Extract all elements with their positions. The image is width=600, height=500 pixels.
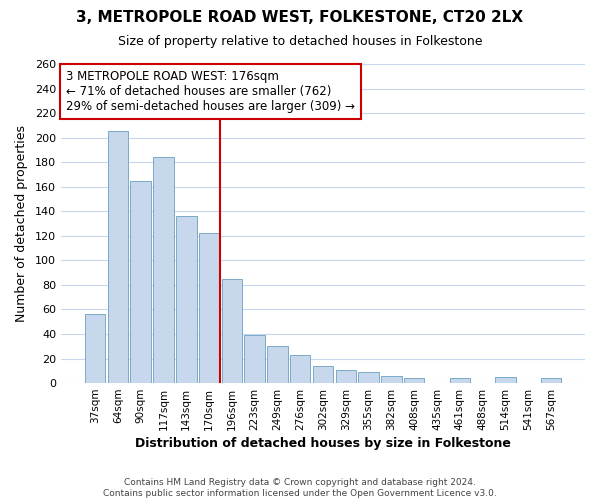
Text: Size of property relative to detached houses in Folkestone: Size of property relative to detached ho…	[118, 35, 482, 48]
Bar	[199, 234, 220, 383]
Bar	[267, 346, 288, 383]
Bar	[130, 180, 151, 383]
Bar	[381, 376, 401, 383]
Bar	[495, 377, 515, 383]
Text: 3, METROPOLE ROAD WEST, FOLKESTONE, CT20 2LX: 3, METROPOLE ROAD WEST, FOLKESTONE, CT20…	[76, 10, 524, 25]
Bar	[335, 370, 356, 383]
Bar	[176, 216, 197, 383]
Bar	[85, 314, 106, 383]
X-axis label: Distribution of detached houses by size in Folkestone: Distribution of detached houses by size …	[135, 437, 511, 450]
Bar	[244, 335, 265, 383]
Bar	[358, 372, 379, 383]
Text: Contains HM Land Registry data © Crown copyright and database right 2024.
Contai: Contains HM Land Registry data © Crown c…	[103, 478, 497, 498]
Y-axis label: Number of detached properties: Number of detached properties	[15, 125, 28, 322]
Text: 3 METROPOLE ROAD WEST: 176sqm
← 71% of detached houses are smaller (762)
29% of : 3 METROPOLE ROAD WEST: 176sqm ← 71% of d…	[66, 70, 355, 114]
Bar	[221, 279, 242, 383]
Bar	[153, 158, 174, 383]
Bar	[290, 355, 310, 383]
Bar	[404, 378, 424, 383]
Bar	[541, 378, 561, 383]
Bar	[107, 132, 128, 383]
Bar	[449, 378, 470, 383]
Bar	[313, 366, 333, 383]
